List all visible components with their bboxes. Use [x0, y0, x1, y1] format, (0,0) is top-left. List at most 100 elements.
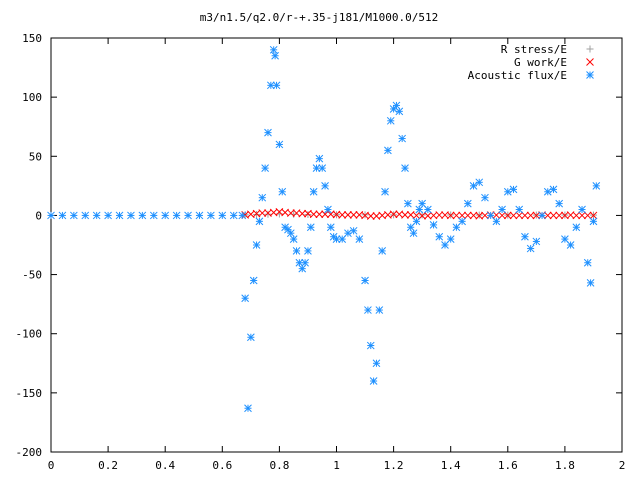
data-point	[492, 217, 501, 226]
x-tick-label: 1.6	[498, 459, 518, 472]
data-point	[395, 107, 404, 116]
data-point	[401, 164, 409, 172]
data-point	[321, 210, 329, 219]
data-point	[326, 210, 335, 219]
data-point	[361, 276, 369, 285]
data-point	[549, 211, 558, 220]
data-point	[292, 247, 301, 255]
data-point	[498, 205, 506, 214]
data-point	[446, 235, 455, 243]
data-point	[58, 211, 67, 220]
data-point	[301, 258, 309, 267]
data-point	[355, 235, 364, 243]
data-point	[161, 211, 170, 220]
x-tick-label: 1.4	[441, 459, 461, 472]
y-tick-label: -100	[16, 328, 43, 341]
data-point	[369, 377, 378, 385]
data-point	[589, 211, 598, 220]
data-point	[309, 210, 318, 219]
data-point	[526, 211, 535, 220]
data-point	[286, 209, 295, 217]
data-point	[515, 211, 524, 220]
legend-label: R stress/E	[501, 43, 567, 56]
x-tick-label: 2	[619, 459, 626, 472]
data-point	[315, 210, 324, 219]
x-tick-label: 0.2	[98, 459, 118, 472]
data-point	[446, 211, 455, 220]
data-point	[589, 217, 598, 226]
data-point	[290, 210, 298, 218]
data-point	[318, 164, 327, 172]
data-point	[404, 199, 412, 208]
data-point	[401, 210, 409, 219]
data-point	[375, 306, 384, 314]
data-point	[435, 232, 444, 241]
legend-marker	[586, 45, 594, 53]
data-point	[264, 128, 272, 137]
data-point	[378, 247, 387, 255]
data-point	[366, 341, 375, 350]
x-tick-label: 0	[48, 459, 55, 472]
data-point	[538, 211, 546, 220]
data-point	[515, 205, 524, 214]
data-point	[366, 212, 375, 220]
data-point	[269, 45, 278, 54]
data-point	[312, 164, 321, 172]
data-point	[244, 404, 252, 413]
data-point	[415, 205, 424, 214]
data-point	[435, 211, 444, 219]
chart-title: m3/n1.5/q2.0/r-+.35-j181/M1000.0/512	[200, 11, 438, 24]
y-tick-label: 100	[22, 91, 42, 104]
data-point	[266, 81, 275, 90]
data-point	[229, 211, 238, 220]
data-point	[566, 241, 575, 249]
data-point	[249, 276, 258, 285]
data-point	[412, 217, 421, 226]
data-point	[389, 210, 398, 219]
x-tick-label: 0.4	[155, 459, 175, 472]
data-point	[309, 187, 318, 196]
data-point	[386, 116, 395, 125]
y-tick-label: 0	[35, 209, 42, 222]
data-point	[172, 211, 181, 220]
data-point	[252, 241, 261, 249]
data-point	[364, 306, 372, 314]
data-point	[549, 185, 558, 194]
data-point	[272, 81, 281, 90]
data-point	[543, 211, 552, 220]
data-point	[475, 178, 484, 187]
data-point	[255, 217, 264, 226]
data-point	[555, 211, 564, 220]
data-point	[398, 134, 407, 143]
data-point	[218, 211, 227, 220]
data-point	[321, 182, 329, 190]
data-point	[184, 211, 192, 220]
data-point	[458, 211, 466, 220]
data-point	[149, 211, 158, 220]
data-point	[429, 221, 438, 229]
data-point	[241, 294, 249, 303]
data-point	[81, 211, 90, 220]
data-point	[578, 211, 586, 220]
data-point	[264, 210, 272, 218]
y-tick-label: 50	[29, 150, 42, 163]
data-point	[452, 223, 461, 232]
data-point	[392, 101, 401, 110]
data-point	[458, 217, 466, 226]
legend-label: Acoustic flux/E	[468, 69, 567, 82]
data-point	[586, 278, 595, 287]
legend-label: G work/E	[514, 56, 567, 69]
data-point	[69, 211, 78, 220]
y-tick-label: -150	[16, 387, 43, 400]
x-tick-label: 1.8	[555, 459, 575, 472]
legend-marker	[586, 58, 594, 66]
data-point	[381, 187, 389, 196]
data-point	[572, 223, 581, 232]
data-point	[526, 244, 535, 253]
data-point	[261, 164, 269, 172]
y-tick-label: 150	[22, 32, 42, 45]
data-point	[127, 211, 135, 220]
data-point	[349, 210, 358, 219]
